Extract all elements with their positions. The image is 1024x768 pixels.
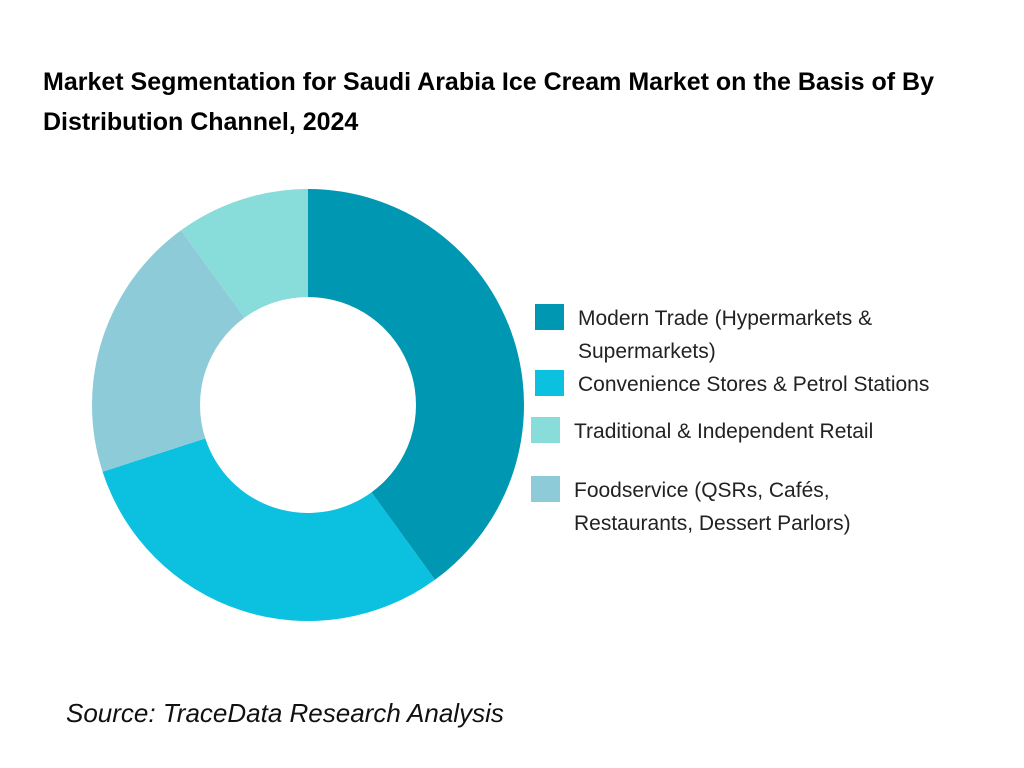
source-note: Source: TraceData Research Analysis xyxy=(66,698,504,728)
legend-label: Foodservice (QSRs, Cafés, Restaurants, D… xyxy=(574,479,851,535)
legend-item-modern-trade: Modern Trade (Hypermarkets & Supermarket… xyxy=(535,302,955,368)
legend-swatch xyxy=(531,476,560,502)
donut-slice-2 xyxy=(92,230,245,472)
donut-slice-3 xyxy=(181,189,308,318)
legend-label: Traditional & Independent Retail xyxy=(574,420,874,443)
donut-slice-1 xyxy=(102,438,435,621)
legend-swatch xyxy=(535,304,564,330)
legend-item-traditional: Traditional & Independent Retail xyxy=(531,415,1011,448)
legend-label: Modern Trade (Hypermarkets & Supermarket… xyxy=(578,307,873,363)
legend-item-convenience: Convenience Stores & Petrol Stations xyxy=(535,368,1015,401)
legend-swatch xyxy=(535,370,564,396)
legend-item-foodservice: Foodservice (QSRs, Cafés, Restaurants, D… xyxy=(531,474,911,540)
legend-label: Convenience Stores & Petrol Stations xyxy=(578,373,930,396)
chart-title: Market Segmentation for Saudi Arabia Ice… xyxy=(43,68,934,136)
legend-swatch xyxy=(531,417,560,443)
donut-slice-0 xyxy=(308,189,524,580)
